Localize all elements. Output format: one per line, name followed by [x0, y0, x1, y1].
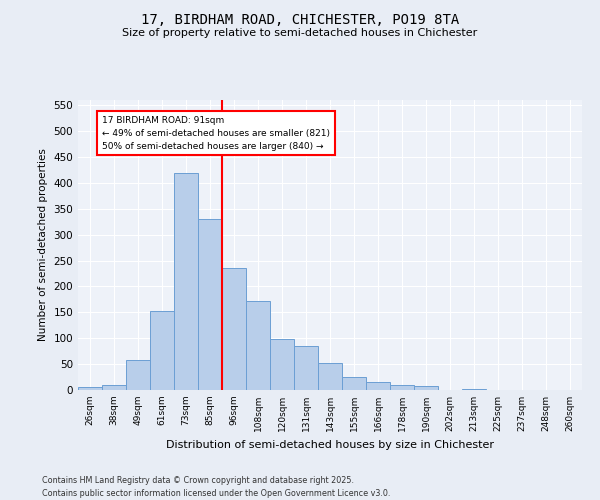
- Bar: [414, 386, 438, 390]
- Bar: [126, 360, 150, 390]
- Bar: [246, 301, 270, 390]
- Bar: [366, 382, 390, 390]
- Bar: [102, 385, 126, 390]
- Text: 17 BIRDHAM ROAD: 91sqm
← 49% of semi-detached houses are smaller (821)
50% of se: 17 BIRDHAM ROAD: 91sqm ← 49% of semi-det…: [102, 116, 330, 151]
- Text: Contains HM Land Registry data © Crown copyright and database right 2025.
Contai: Contains HM Land Registry data © Crown c…: [42, 476, 391, 498]
- X-axis label: Distribution of semi-detached houses by size in Chichester: Distribution of semi-detached houses by …: [166, 440, 494, 450]
- Text: 17, BIRDHAM ROAD, CHICHESTER, PO19 8TA: 17, BIRDHAM ROAD, CHICHESTER, PO19 8TA: [141, 12, 459, 26]
- Bar: [390, 386, 414, 390]
- Y-axis label: Number of semi-detached properties: Number of semi-detached properties: [38, 148, 48, 342]
- Bar: [78, 388, 102, 390]
- Bar: [318, 363, 342, 390]
- Bar: [198, 219, 222, 390]
- Bar: [222, 268, 246, 390]
- Bar: [150, 311, 174, 390]
- Bar: [342, 376, 366, 390]
- Bar: [174, 172, 198, 390]
- Bar: [294, 346, 318, 390]
- Bar: [270, 339, 294, 390]
- Text: Size of property relative to semi-detached houses in Chichester: Size of property relative to semi-detach…: [122, 28, 478, 38]
